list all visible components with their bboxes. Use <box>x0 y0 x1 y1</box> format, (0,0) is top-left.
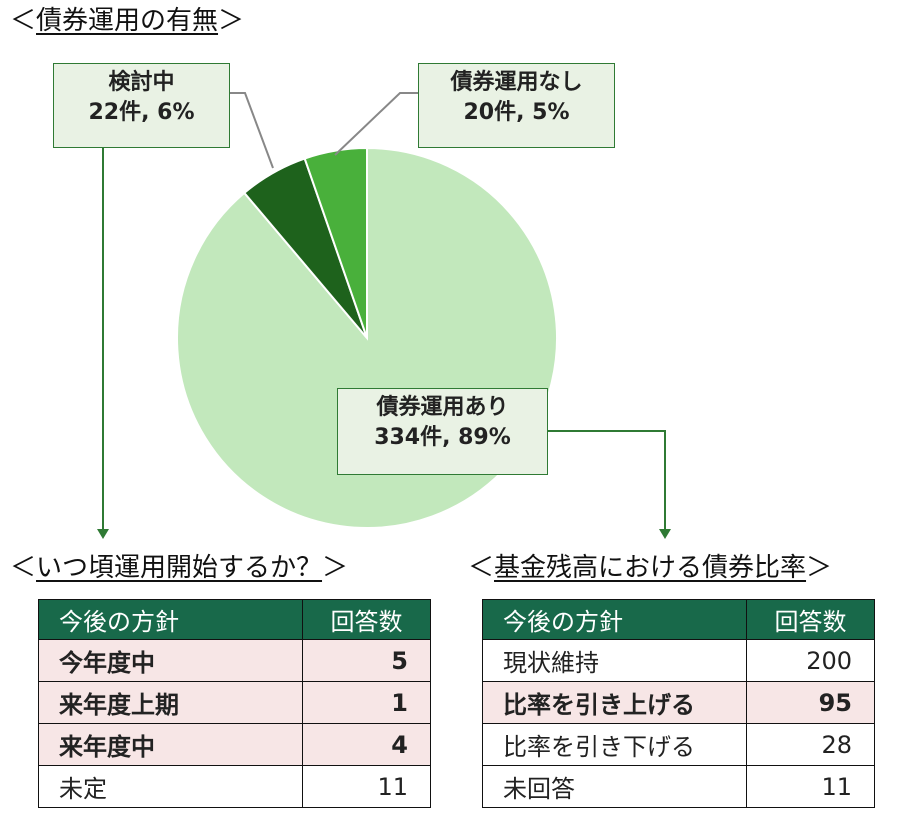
column-header-count: 回答数 <box>302 599 431 640</box>
bond-ratio-title: ＜基金残高における債券比率＞ <box>468 553 832 583</box>
bond-ratio-title-text: 基金残高における債券比率 <box>494 553 807 583</box>
callout-leader-considering <box>230 92 274 169</box>
policy-cell: 来年度上期 <box>38 681 303 724</box>
pie-slice-no-bond <box>303 146 368 339</box>
bracket-close: ＞ <box>322 553 349 583</box>
callout-considering-count: 22件, 6% <box>88 100 195 125</box>
callout-considering-label: 検討中 <box>108 70 175 95</box>
policy-cell: 今年度中 <box>38 639 303 682</box>
callout-leader-no-bond <box>334 92 418 156</box>
column-header-policy: 今後の方針 <box>482 599 747 640</box>
table-row: 来年度上期 1 <box>38 681 431 724</box>
bracket-open: ＜ <box>10 6 37 36</box>
callout-no-bond-label: 債券運用なし <box>450 70 583 95</box>
table-row: 比率を引き上げる 95 <box>482 681 875 724</box>
pie-title-text: 債券運用の有無 <box>36 6 219 36</box>
callout-no-bond: 債券運用なし 20件, 5% <box>418 63 615 148</box>
callout-has-bond-count: 334件, 89% <box>374 425 511 450</box>
count-cell: 5 <box>302 639 431 682</box>
table-row: 今年度中 5 <box>38 639 431 682</box>
bracket-open: ＜ <box>468 553 495 583</box>
table-header-row: 今後の方針 回答数 <box>482 599 875 640</box>
table-row: 来年度中 4 <box>38 723 431 766</box>
policy-cell: 未定 <box>38 765 303 808</box>
pie-section-title: ＜債券運用の有無＞ <box>10 6 244 36</box>
policy-cell: 比率を引き上げる <box>482 681 747 724</box>
callout-has-bond: 債券運用あり 334件, 89% <box>337 388 548 475</box>
bracket-close: ＞ <box>218 6 245 36</box>
start-timing-title-text: いつ頃運用開始するか？ <box>36 553 323 583</box>
table-row: 比率を引き下げる 28 <box>482 723 875 766</box>
column-header-policy: 今後の方針 <box>38 599 303 640</box>
policy-cell: 未回答 <box>482 765 747 808</box>
policy-cell: 現状維持 <box>482 639 747 682</box>
bracket-close: ＞ <box>806 553 833 583</box>
table-row: 現状維持 200 <box>482 639 875 682</box>
bond-ratio-table: 今後の方針 回答数 現状維持 200 比率を引き上げる 95 比率を引き下げる 28 未回答… <box>482 599 875 808</box>
policy-cell: 来年度中 <box>38 723 303 766</box>
table-header-row: 今後の方針 回答数 <box>38 599 431 640</box>
column-header-count: 回答数 <box>746 599 875 640</box>
start-timing-title: ＜いつ頃運用開始するか？＞ <box>10 553 348 583</box>
policy-cell: 比率を引き下げる <box>482 723 747 766</box>
callout-has-bond-label: 債券運用あり <box>376 395 509 420</box>
arrow-to-bond-ratio <box>548 430 671 539</box>
table-row: 未定 11 <box>38 765 431 808</box>
count-cell: 11 <box>746 765 875 808</box>
table-row: 未回答 11 <box>482 765 875 808</box>
count-cell: 11 <box>302 765 431 808</box>
count-cell: 28 <box>746 723 875 766</box>
count-cell: 4 <box>302 723 431 766</box>
count-cell: 200 <box>746 639 875 682</box>
start-timing-table: 今後の方針 回答数 今年度中 5 来年度上期 1 来年度中 4 未定 11 <box>38 599 431 808</box>
count-cell: 95 <box>746 681 875 724</box>
callout-no-bond-count: 20件, 5% <box>463 100 570 125</box>
start-timing-rows: 今年度中 5 来年度上期 1 来年度中 4 未定 11 <box>38 639 431 808</box>
callout-considering: 検討中 22件, 6% <box>53 63 230 148</box>
bond-ratio-rows: 現状維持 200 比率を引き上げる 95 比率を引き下げる 28 未回答 11 <box>482 639 875 808</box>
count-cell: 1 <box>302 681 431 724</box>
bracket-open: ＜ <box>10 553 37 583</box>
